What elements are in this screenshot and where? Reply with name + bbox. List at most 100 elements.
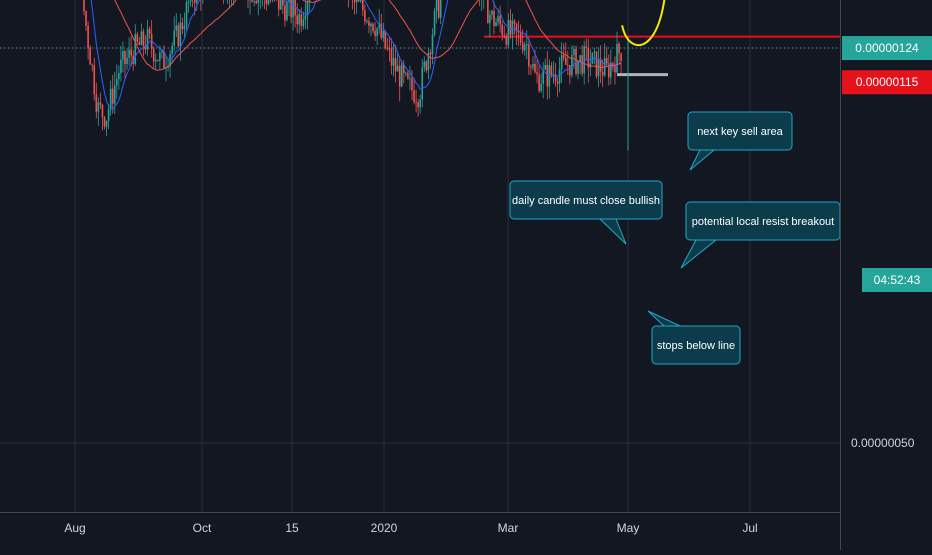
candle-body bbox=[114, 85, 116, 103]
candle-body bbox=[372, 24, 374, 31]
candle-body bbox=[434, 11, 436, 35]
candle-body bbox=[104, 117, 106, 127]
candle-body bbox=[385, 31, 387, 48]
candle-body bbox=[98, 102, 100, 111]
candle-body bbox=[143, 31, 145, 46]
candle-body bbox=[126, 58, 128, 64]
candle-body bbox=[122, 51, 124, 60]
candle-body bbox=[124, 51, 126, 64]
candle-body bbox=[292, 0, 294, 17]
candle-body bbox=[397, 66, 399, 72]
annotation-text: potential local resist breakout bbox=[692, 216, 834, 228]
candle-body bbox=[565, 58, 567, 65]
candle-body bbox=[389, 48, 391, 49]
candle-body bbox=[303, 19, 305, 26]
candle-body bbox=[602, 72, 604, 76]
candle-body bbox=[409, 78, 411, 79]
candle-body bbox=[374, 31, 376, 36]
candle-body bbox=[538, 74, 540, 91]
candle-body bbox=[573, 49, 575, 55]
candle-body bbox=[585, 46, 587, 48]
candle-body bbox=[380, 24, 382, 38]
candle-body bbox=[194, 0, 196, 3]
candle-body bbox=[149, 29, 151, 34]
candle-body bbox=[426, 62, 428, 71]
candle-body bbox=[399, 66, 401, 87]
candle-body bbox=[141, 31, 143, 45]
candle-body bbox=[612, 63, 614, 65]
candle-body bbox=[159, 52, 161, 60]
candle-body bbox=[497, 16, 499, 22]
candle-body bbox=[549, 65, 551, 86]
candle-body bbox=[307, 2, 309, 16]
candle-body bbox=[577, 61, 579, 74]
candle-body bbox=[405, 73, 407, 74]
candle-body bbox=[364, 10, 366, 21]
candle-body bbox=[551, 65, 553, 74]
candle-body bbox=[436, 0, 438, 11]
candle-body bbox=[268, 0, 270, 4]
candle-body bbox=[557, 81, 559, 83]
candle-body bbox=[598, 59, 600, 77]
candle-body bbox=[530, 67, 532, 68]
candle-body bbox=[376, 28, 378, 36]
candle-body bbox=[91, 65, 93, 66]
candle-body bbox=[424, 62, 426, 68]
candle-body bbox=[616, 44, 618, 72]
annotation-text: stops below line bbox=[657, 340, 735, 352]
candle-body bbox=[173, 31, 175, 46]
candle-body bbox=[438, 0, 440, 18]
candle-body bbox=[108, 109, 110, 120]
y-tick-label: 0.00000050 bbox=[851, 436, 915, 450]
price-badge-label: 0.00000124 bbox=[855, 41, 919, 55]
candle-body bbox=[120, 60, 122, 73]
candle-body bbox=[417, 102, 419, 107]
candle-body bbox=[134, 34, 136, 64]
candle-body bbox=[178, 25, 180, 46]
candle-body bbox=[102, 105, 104, 117]
candle-body bbox=[569, 65, 571, 75]
candle-body bbox=[514, 21, 516, 24]
candle-body bbox=[592, 53, 594, 64]
candle-body bbox=[487, 0, 489, 23]
candle-body bbox=[139, 42, 141, 45]
candle-body bbox=[96, 94, 98, 111]
candle-body bbox=[620, 53, 622, 60]
candle-body bbox=[161, 51, 163, 52]
candle-body bbox=[255, 1, 257, 3]
candle-body bbox=[298, 14, 300, 24]
candle-body bbox=[432, 35, 434, 55]
candle-body bbox=[579, 55, 581, 61]
candle-body bbox=[491, 11, 493, 15]
candle-body bbox=[506, 36, 508, 44]
candle-body bbox=[563, 55, 565, 57]
candle-body bbox=[305, 15, 307, 19]
candle-body bbox=[596, 52, 598, 77]
candle-body bbox=[362, 0, 364, 10]
candle-body bbox=[257, 0, 259, 3]
candle-body bbox=[100, 102, 102, 104]
candle-body bbox=[391, 49, 393, 66]
candle-body bbox=[430, 53, 432, 55]
x-tick-label: Mar bbox=[498, 521, 519, 535]
candle-body bbox=[354, 0, 356, 2]
candle-body bbox=[83, 0, 85, 11]
candle-body bbox=[419, 99, 421, 107]
candle-body bbox=[85, 11, 87, 26]
x-tick-label: 15 bbox=[285, 521, 299, 535]
candle-body bbox=[175, 25, 177, 30]
x-tick-label: Jul bbox=[742, 521, 757, 535]
candle-body bbox=[118, 73, 120, 79]
candle-body bbox=[89, 48, 91, 65]
candle-body bbox=[360, 0, 362, 1]
candle-body bbox=[526, 44, 528, 45]
candle-body bbox=[524, 44, 526, 50]
candle-body bbox=[440, 0, 442, 18]
candle-body bbox=[112, 89, 114, 104]
candle-body bbox=[251, 0, 253, 2]
annotation-text: daily candle must close bullish bbox=[512, 195, 660, 207]
candle-body bbox=[301, 14, 303, 26]
candle-body bbox=[93, 65, 95, 94]
